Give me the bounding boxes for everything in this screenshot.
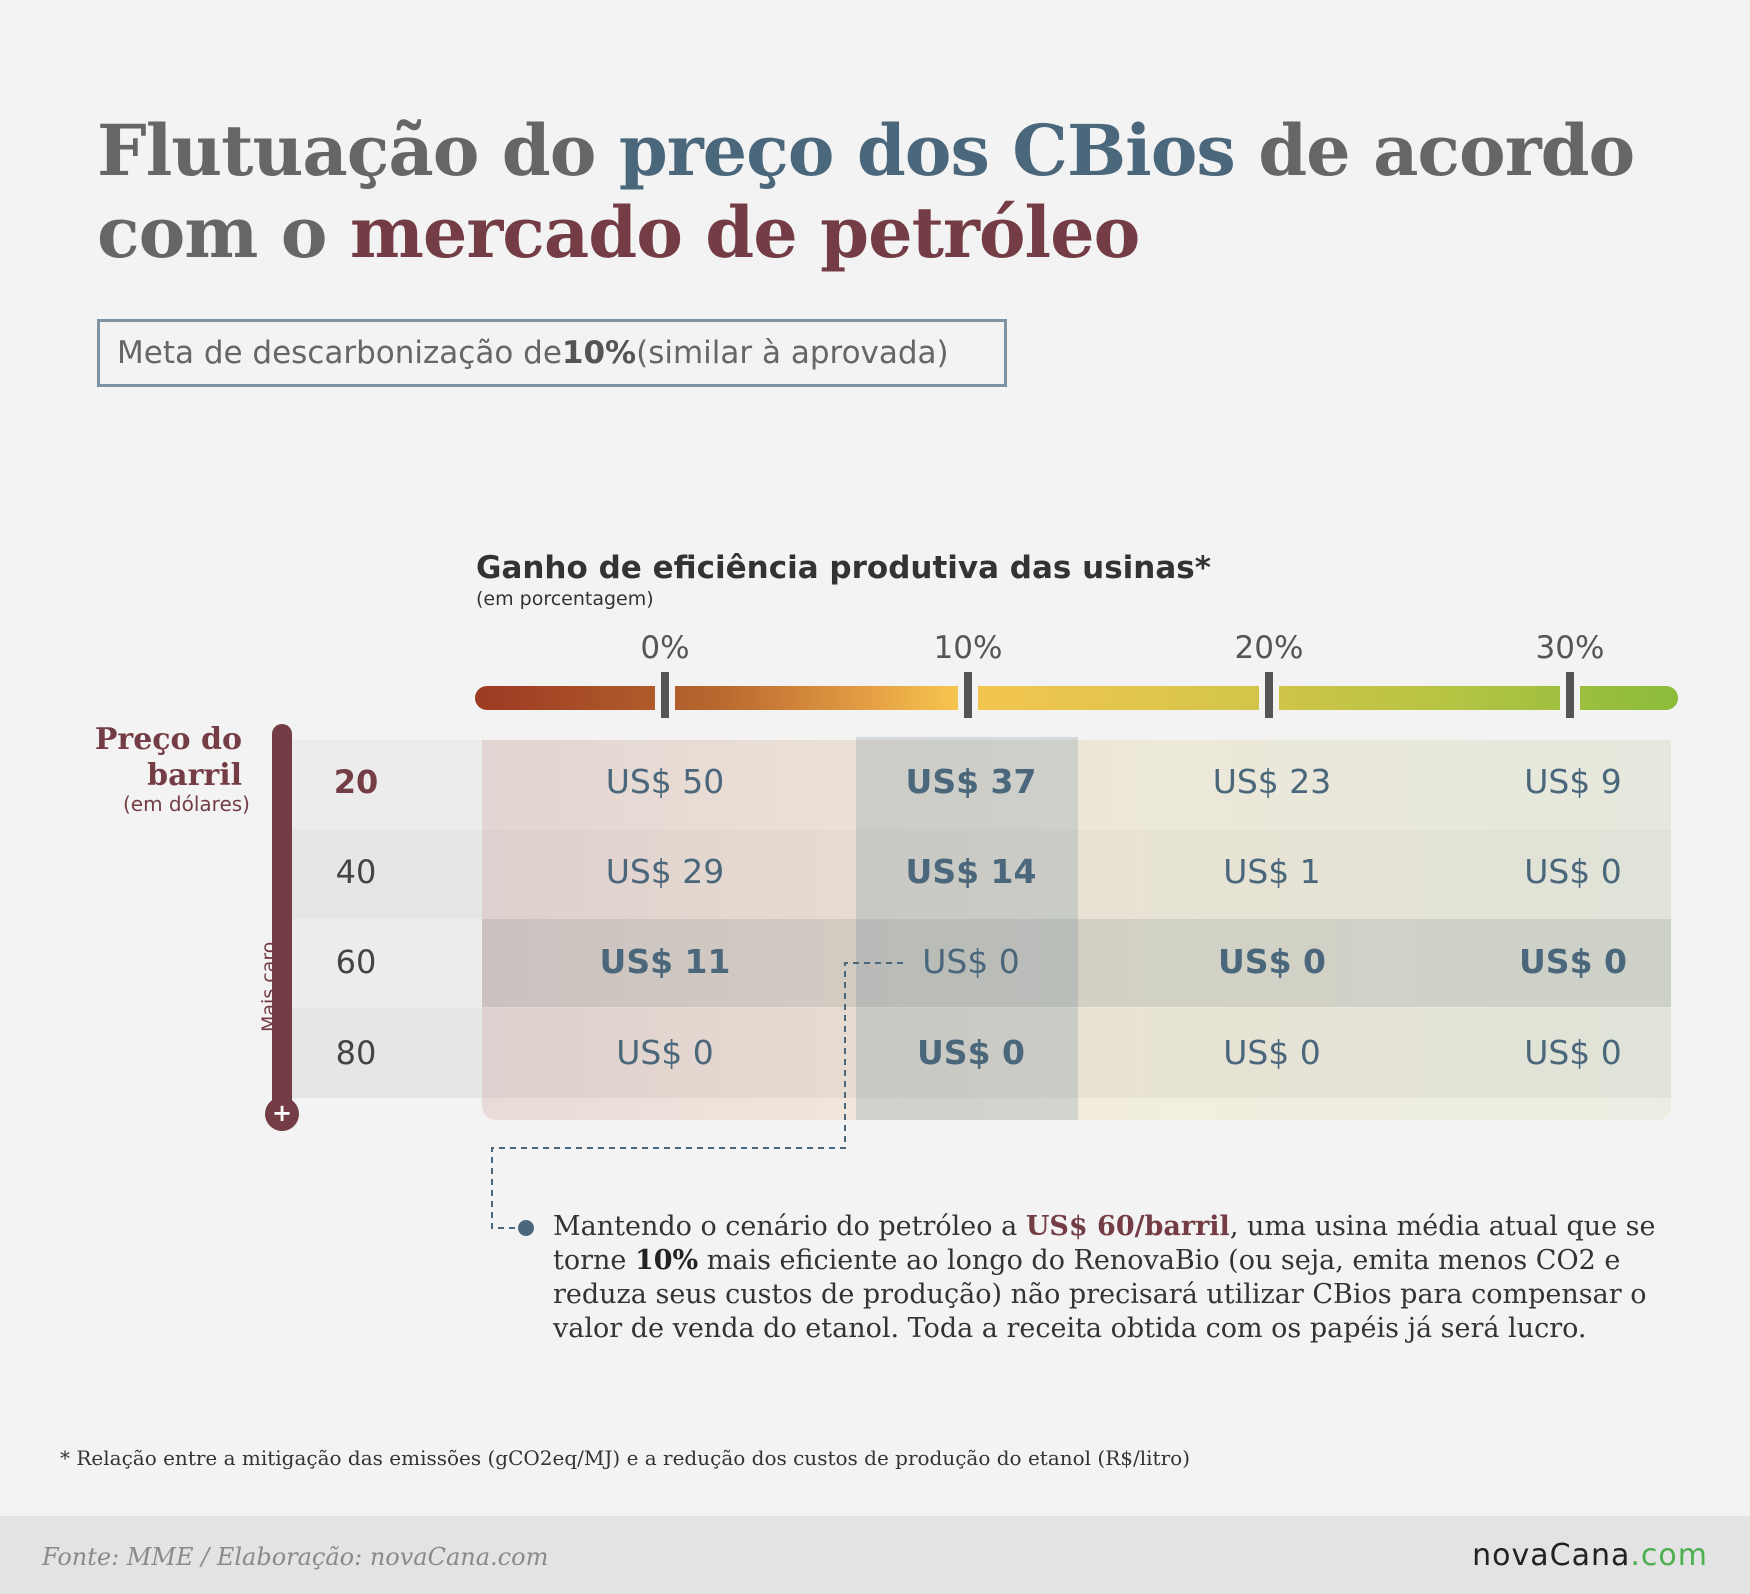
note-highlight-percent: 10% [634, 1245, 699, 1276]
note-text: , uma usina média atual que se torne [553, 1211, 1656, 1276]
x-tick-mark [1259, 672, 1279, 724]
row-band [283, 740, 1671, 830]
x-tick-label: 0% [640, 630, 690, 666]
data-cell: US$ 9 [1524, 762, 1622, 801]
data-cell: US$ 50 [605, 762, 725, 801]
note-highlight-price: US$ 60/barril [1025, 1211, 1230, 1242]
footnote: * Relação entre a mitigação das emissões… [60, 1446, 1190, 1470]
title-highlight-cbios: preço dos CBios [618, 109, 1236, 192]
subtitle-text: (similar à aprovada) [636, 335, 949, 371]
note-text: Mantendo o cenário do petróleo a [553, 1211, 1026, 1242]
title-part: de acordo [1234, 109, 1635, 192]
data-cell: US$ 0 [1218, 942, 1326, 981]
title-part: com o [97, 191, 350, 274]
data-cell: US$ 23 [1212, 762, 1332, 801]
novacana-logo: novaCana.com [1472, 1538, 1708, 1573]
row-band [283, 830, 1671, 920]
x-axis-unit: (em porcentagem) [476, 588, 654, 610]
x-tick-mark [1560, 672, 1580, 724]
data-cell: US$ 0 [616, 1033, 714, 1072]
efficiency-gradient-bar [475, 686, 1678, 710]
title-part: Flutuação do [97, 109, 619, 192]
y-axis-title: Preço do barril [92, 722, 242, 794]
note-text: mais eficiente ao longo do RenovaBio (ou… [553, 1245, 1647, 1344]
data-cell: US$ 37 [905, 762, 1037, 801]
data-cell: US$ 0 [917, 1033, 1025, 1072]
x-tick-label: 10% [933, 630, 1003, 666]
plus-icon: + [265, 1097, 299, 1131]
x-tick-label: 20% [1234, 630, 1304, 666]
mais-caro-label: Mais caro [258, 941, 280, 1032]
data-cell: US$ 0 [1223, 1033, 1321, 1072]
logo-main: novaCana [1472, 1538, 1631, 1573]
y-tick-label: 40 [335, 853, 377, 891]
bullet-icon [518, 1220, 534, 1236]
y-tick-label: 80 [335, 1034, 377, 1072]
x-tick-label: 30% [1535, 630, 1605, 666]
scenario-note: Mantendo o cenário do petróleo a US$ 60/… [553, 1210, 1703, 1346]
y-axis-unit: (em dólares) [122, 792, 250, 816]
title-highlight-petroleo: mercado de petróleo [349, 191, 1141, 274]
data-cell: US$ 0 [922, 942, 1020, 981]
data-cell: US$ 14 [905, 852, 1037, 891]
data-cell: US$ 29 [605, 852, 725, 891]
logo-suffix: .com [1630, 1538, 1708, 1573]
x-tick-mark [655, 672, 675, 724]
y-tick-label: 60 [335, 943, 377, 981]
y-tick-label: 20 [333, 763, 379, 801]
data-cell: US$ 0 [1519, 942, 1627, 981]
subtitle-box: Meta de descarbonização de 10% (similar … [97, 319, 1007, 387]
thermometer-bar [272, 724, 292, 1114]
source-text: Fonte: MME / Elaboração: novaCana.com [42, 1543, 549, 1571]
page-title: Flutuação do preço dos CBios de acordo c… [97, 110, 1657, 274]
subtitle-bold: 10% [561, 335, 637, 371]
x-tick-mark [958, 672, 978, 724]
data-cell: US$ 0 [1524, 1033, 1622, 1072]
y-axis-title-text: Preço do barril [94, 722, 242, 793]
subtitle-text: Meta de descarbonização de [117, 335, 562, 371]
data-cell: US$ 0 [1524, 852, 1622, 891]
x-axis-title: Ganho de eficiência produtiva das usinas… [476, 550, 1211, 586]
footer-bar [0, 1516, 1750, 1594]
data-cell: US$ 11 [599, 942, 731, 981]
data-cell: US$ 1 [1223, 852, 1321, 891]
